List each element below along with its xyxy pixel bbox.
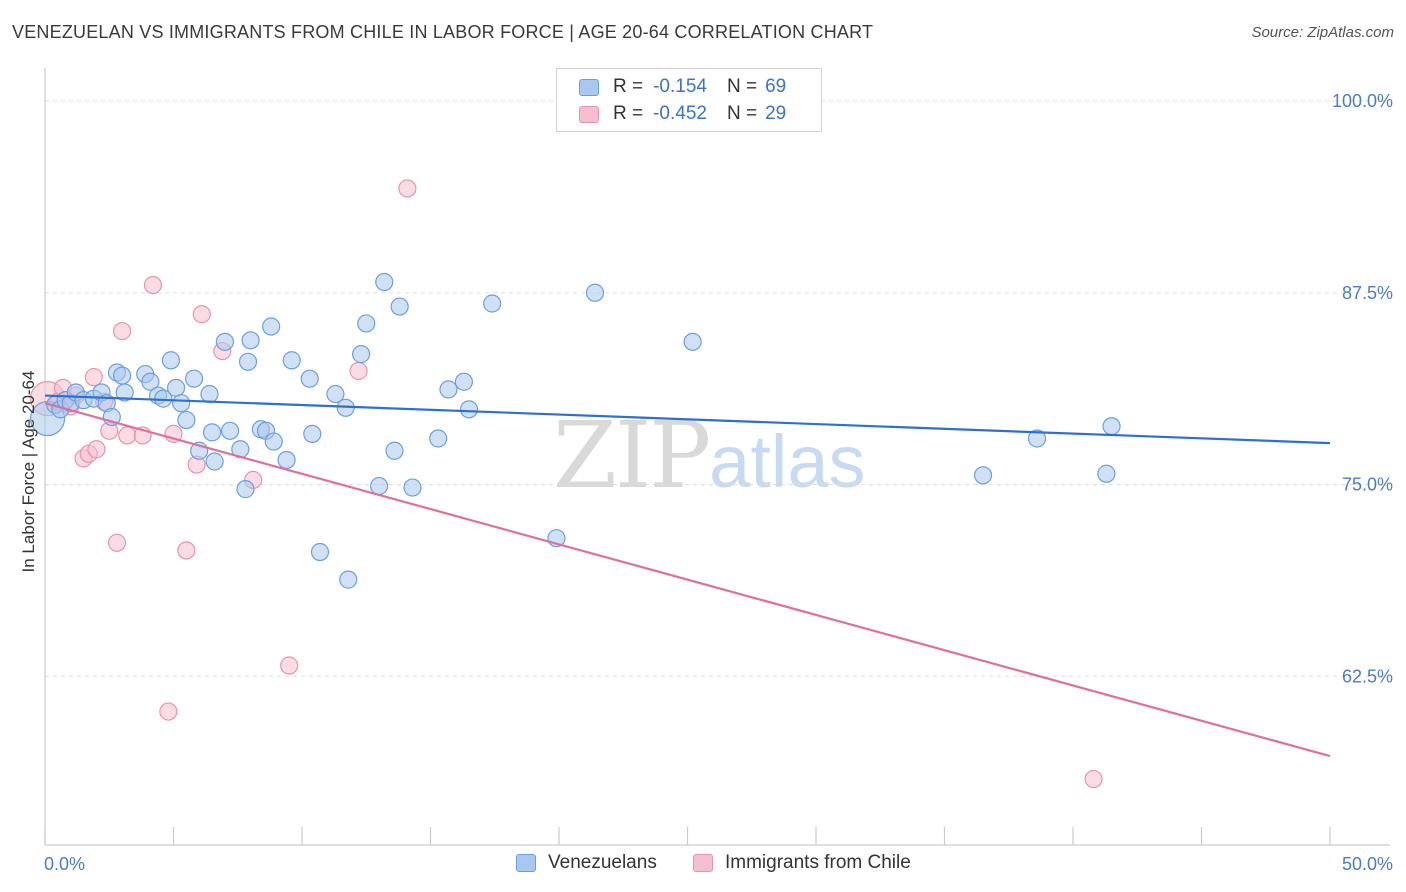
- venezuelans-point: [141, 372, 160, 391]
- legend-n-value: 29: [765, 103, 787, 124]
- legend-label-venezuelans: Venezuelans: [548, 852, 657, 873]
- venezuelan-points: [29, 272, 1121, 589]
- venezuelans-point: [1097, 464, 1116, 483]
- venezuelans-point: [241, 331, 260, 350]
- venezuelans-point: [439, 380, 458, 399]
- venezuelans-point: [202, 423, 222, 442]
- venezuelans-point: [238, 352, 258, 371]
- venezuelans-point: [390, 297, 409, 316]
- legend-item-venezuelans: Venezuelans: [516, 852, 657, 874]
- grid-lines: [45, 100, 1390, 677]
- venezuelans-point: [205, 452, 224, 471]
- venezuelans-legend-swatch: [516, 854, 536, 872]
- venezuelans-point: [303, 424, 322, 443]
- venezuelans-point: [483, 294, 502, 313]
- venezuelans-point: [310, 542, 330, 562]
- venezuelans-point: [236, 480, 255, 499]
- legend-r-value: -0.452: [653, 103, 707, 124]
- trend-lines: [44, 394, 1331, 758]
- legend-row-chile: R = -0.452 N = 29: [579, 103, 786, 125]
- venezuelans-point: [161, 351, 181, 370]
- venezuelans-point: [339, 570, 358, 589]
- source-credit: Source: ZipAtlas.com: [1251, 24, 1394, 41]
- chile-point: [143, 275, 163, 295]
- chile-point: [177, 541, 196, 560]
- legend-r-value: -0.154: [653, 76, 707, 97]
- venezuelans-point: [1027, 429, 1047, 448]
- venezuelans-point: [215, 332, 234, 351]
- legend-n-label: N =: [726, 76, 758, 97]
- venezuelans-point: [370, 476, 389, 496]
- venezuelans-point: [454, 372, 474, 391]
- venezuelans-point: [585, 283, 605, 302]
- venezuelans-point: [300, 369, 319, 388]
- venezuelans-point: [200, 384, 219, 404]
- legend-n-value: 69: [765, 76, 787, 97]
- chile-trend-line: [44, 402, 1331, 758]
- y-tick-label: 100.0%: [1332, 91, 1393, 111]
- chile-points: [29, 179, 1103, 789]
- y-tick-label: 75.0%: [1342, 475, 1393, 495]
- venezuelans-point: [459, 400, 479, 419]
- legend-row-venezuelans: R = -0.154 N = 69: [579, 76, 786, 98]
- venezuelans-point: [172, 394, 191, 413]
- chile-swatch: [579, 105, 599, 123]
- venezuelans-point: [429, 429, 448, 448]
- y-tick-label: 62.5%: [1342, 666, 1393, 686]
- x-tick-label: 0.0%: [44, 854, 85, 874]
- chile-point: [398, 179, 417, 198]
- chile-legend-swatch: [693, 854, 713, 872]
- axes: [44, 68, 1390, 846]
- legend-item-chile: Immigrants from Chile: [693, 852, 911, 874]
- venezuelans-point: [277, 450, 296, 470]
- legend-r-label: R =: [613, 103, 644, 124]
- venezuelans-point: [115, 383, 134, 402]
- venezuelans-point: [403, 478, 422, 497]
- series-legend: Venezuelans Immigrants from Chile: [0, 852, 1406, 876]
- tick-labels: 62.5% 75.0% 87.5% 100.0% 0.0% 50.0% In Labor F…: [19, 91, 1393, 874]
- venezuelans-point: [357, 314, 376, 333]
- venezuelans-trend-line: [44, 394, 1331, 445]
- legend-n-label: N =: [726, 103, 758, 124]
- legend-label-chile: Immigrants from Chile: [725, 852, 911, 873]
- venezuelans-point: [262, 317, 281, 336]
- x-tick-label: 50.0%: [1342, 854, 1393, 874]
- chile-point: [107, 533, 127, 552]
- chile-point: [280, 656, 299, 675]
- chile-point: [84, 368, 103, 387]
- venezuelans-point: [352, 345, 371, 364]
- venezuelans-point: [184, 369, 204, 388]
- venezuelans-point: [326, 384, 345, 404]
- watermark-atlas: atlas: [709, 420, 866, 503]
- venezuelans-point: [973, 466, 993, 485]
- chile-point: [118, 426, 137, 445]
- legend-r-label: R =: [613, 76, 644, 97]
- venezuelans-swatch: [579, 78, 599, 96]
- venezuelans-point: [220, 421, 240, 440]
- venezuelans-point: [177, 410, 196, 430]
- chile-point: [87, 440, 106, 459]
- venezuelans-point: [112, 366, 132, 385]
- chile-point: [192, 305, 211, 324]
- venezuelans-point: [375, 272, 394, 292]
- chile-point: [1084, 769, 1103, 789]
- venezuelans-point: [282, 351, 301, 370]
- chile-point: [349, 361, 368, 381]
- venezuelans-point: [1102, 417, 1121, 436]
- venezuelans-point: [683, 332, 702, 351]
- chart-title: VENEZUELAN VS IMMIGRANTS FROM CHILE IN L…: [12, 22, 874, 42]
- chile-point: [112, 322, 132, 341]
- venezuelans-point: [385, 441, 404, 460]
- chile-point: [159, 702, 178, 721]
- venezuelans-point: [166, 378, 186, 397]
- y-tick-label: 87.5%: [1342, 283, 1393, 303]
- y-axis-label: In Labor Force | Age 20-64: [19, 371, 38, 573]
- venezuelans-point: [264, 432, 283, 451]
- correlation-legend: R = -0.154 N = 69 R = -0.452 N = 29: [556, 68, 822, 132]
